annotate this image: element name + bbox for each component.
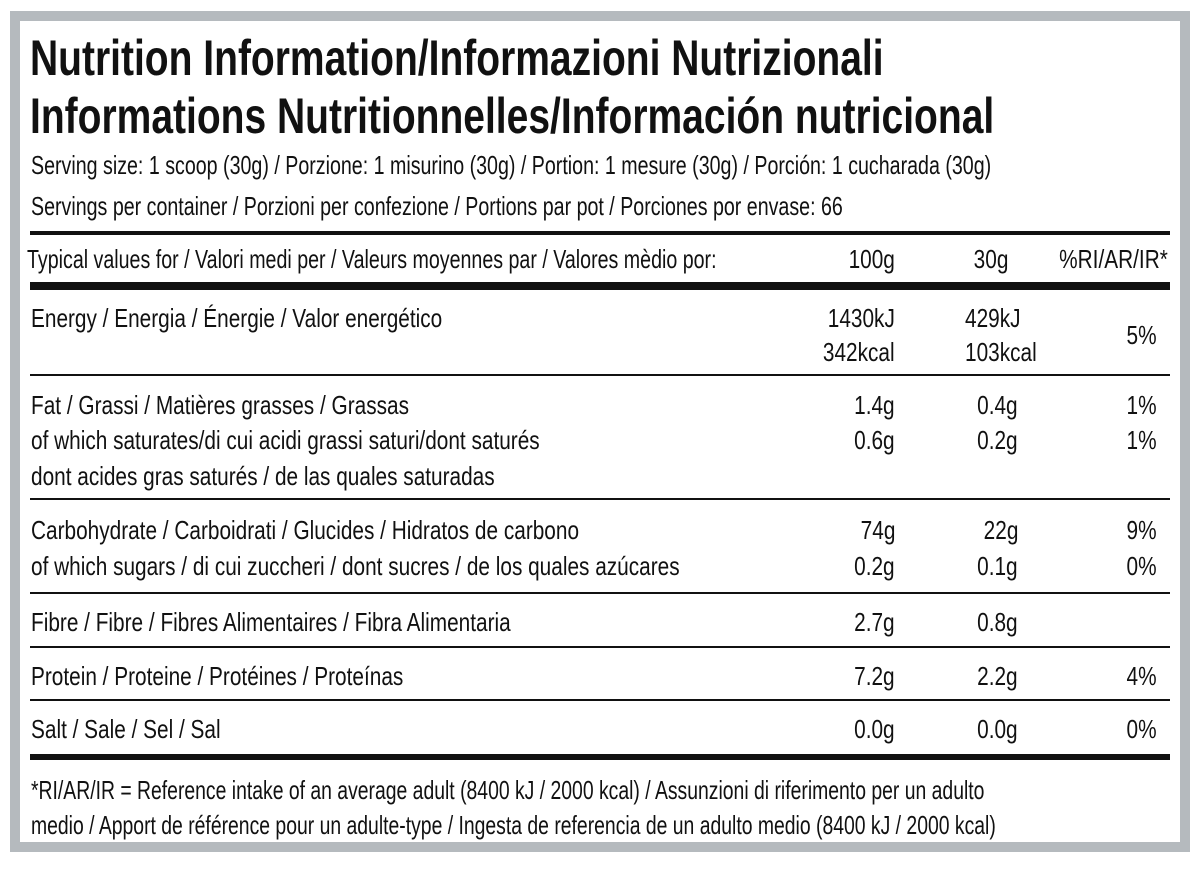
energy-30g-kj: 429kJ	[965, 303, 1021, 333]
serving-size: Serving size: 1 scoop (30g) / Porzione: …	[31, 150, 992, 180]
saturates-100g: 0.6g	[854, 425, 895, 455]
fat-100g: 1.4g	[854, 390, 895, 420]
divider	[30, 646, 1170, 648]
header-label: Typical values for / Valori medi per / V…	[27, 244, 717, 274]
carbohydrate-100g: 74g	[860, 515, 895, 545]
header-30g: 30g	[973, 244, 1008, 274]
salt-label: Salt / Sale / Sel / Sal	[31, 714, 221, 744]
energy-ri: 5%	[1126, 320, 1157, 350]
footnote-line-2: medio / Apport de référence pour un adul…	[31, 810, 996, 840]
label-panel	[20, 21, 1180, 842]
energy-100g-kj: 1430kJ	[827, 303, 895, 333]
carbohydrate-30g: 22g	[983, 515, 1018, 545]
footnote-line-1: *RI/AR/IR = Reference intake of an avera…	[31, 775, 985, 805]
energy-100g-kcal: 342kcal	[823, 337, 895, 367]
protein-label: Protein / Proteine / Protéines / Proteín…	[31, 661, 404, 691]
sugars-100g: 0.2g	[854, 551, 895, 581]
carbohydrate-ri: 9%	[1126, 515, 1157, 545]
saturates-label-2: dont acides gras saturés / de las quales…	[31, 461, 495, 491]
fibre-30g: 0.8g	[977, 607, 1018, 637]
title-line-2: Informations Nutritionnelles/Información…	[30, 88, 995, 144]
protein-ri: 4%	[1126, 661, 1157, 691]
divider-thick	[30, 282, 1170, 290]
salt-100g: 0.0g	[854, 714, 895, 744]
fibre-100g: 2.7g	[854, 607, 895, 637]
header-ri: %RI/AR/IR*	[1059, 244, 1168, 274]
divider	[30, 231, 1170, 235]
sugars-label: of which sugars / di cui zuccheri / dont…	[31, 551, 680, 581]
salt-30g: 0.0g	[977, 714, 1018, 744]
divider	[30, 374, 1170, 376]
divider-thick	[30, 754, 1170, 760]
carbohydrate-label: Carbohydrate / Carboidrati / Glucides / …	[31, 515, 580, 545]
saturates-ri: 1%	[1126, 425, 1157, 455]
fat-ri: 1%	[1126, 390, 1157, 420]
saturates-30g: 0.2g	[977, 425, 1018, 455]
energy-label: Energy / Energia / Énergie / Valor energ…	[31, 303, 443, 333]
fat-30g: 0.4g	[977, 390, 1018, 420]
energy-30g-kcal: 103kcal	[965, 337, 1037, 367]
salt-ri: 0%	[1126, 714, 1157, 744]
protein-30g: 2.2g	[977, 661, 1018, 691]
sugars-30g: 0.1g	[977, 551, 1018, 581]
divider	[30, 498, 1170, 500]
saturates-label: of which saturates/di cui acidi grassi s…	[31, 425, 540, 455]
protein-100g: 7.2g	[854, 661, 895, 691]
title-line-1: Nutrition Information/Informazioni Nutri…	[30, 30, 884, 86]
fibre-label: Fibre / Fibre / Fibres Alimentaires / Fi…	[31, 607, 511, 637]
divider	[30, 592, 1170, 594]
servings-per-container: Servings per container / Porzioni per co…	[31, 191, 843, 221]
fat-label: Fat / Grassi / Matières grasses / Grassa…	[31, 390, 409, 420]
sugars-ri: 0%	[1126, 551, 1157, 581]
divider	[30, 699, 1170, 701]
header-100g: 100g	[848, 244, 895, 274]
